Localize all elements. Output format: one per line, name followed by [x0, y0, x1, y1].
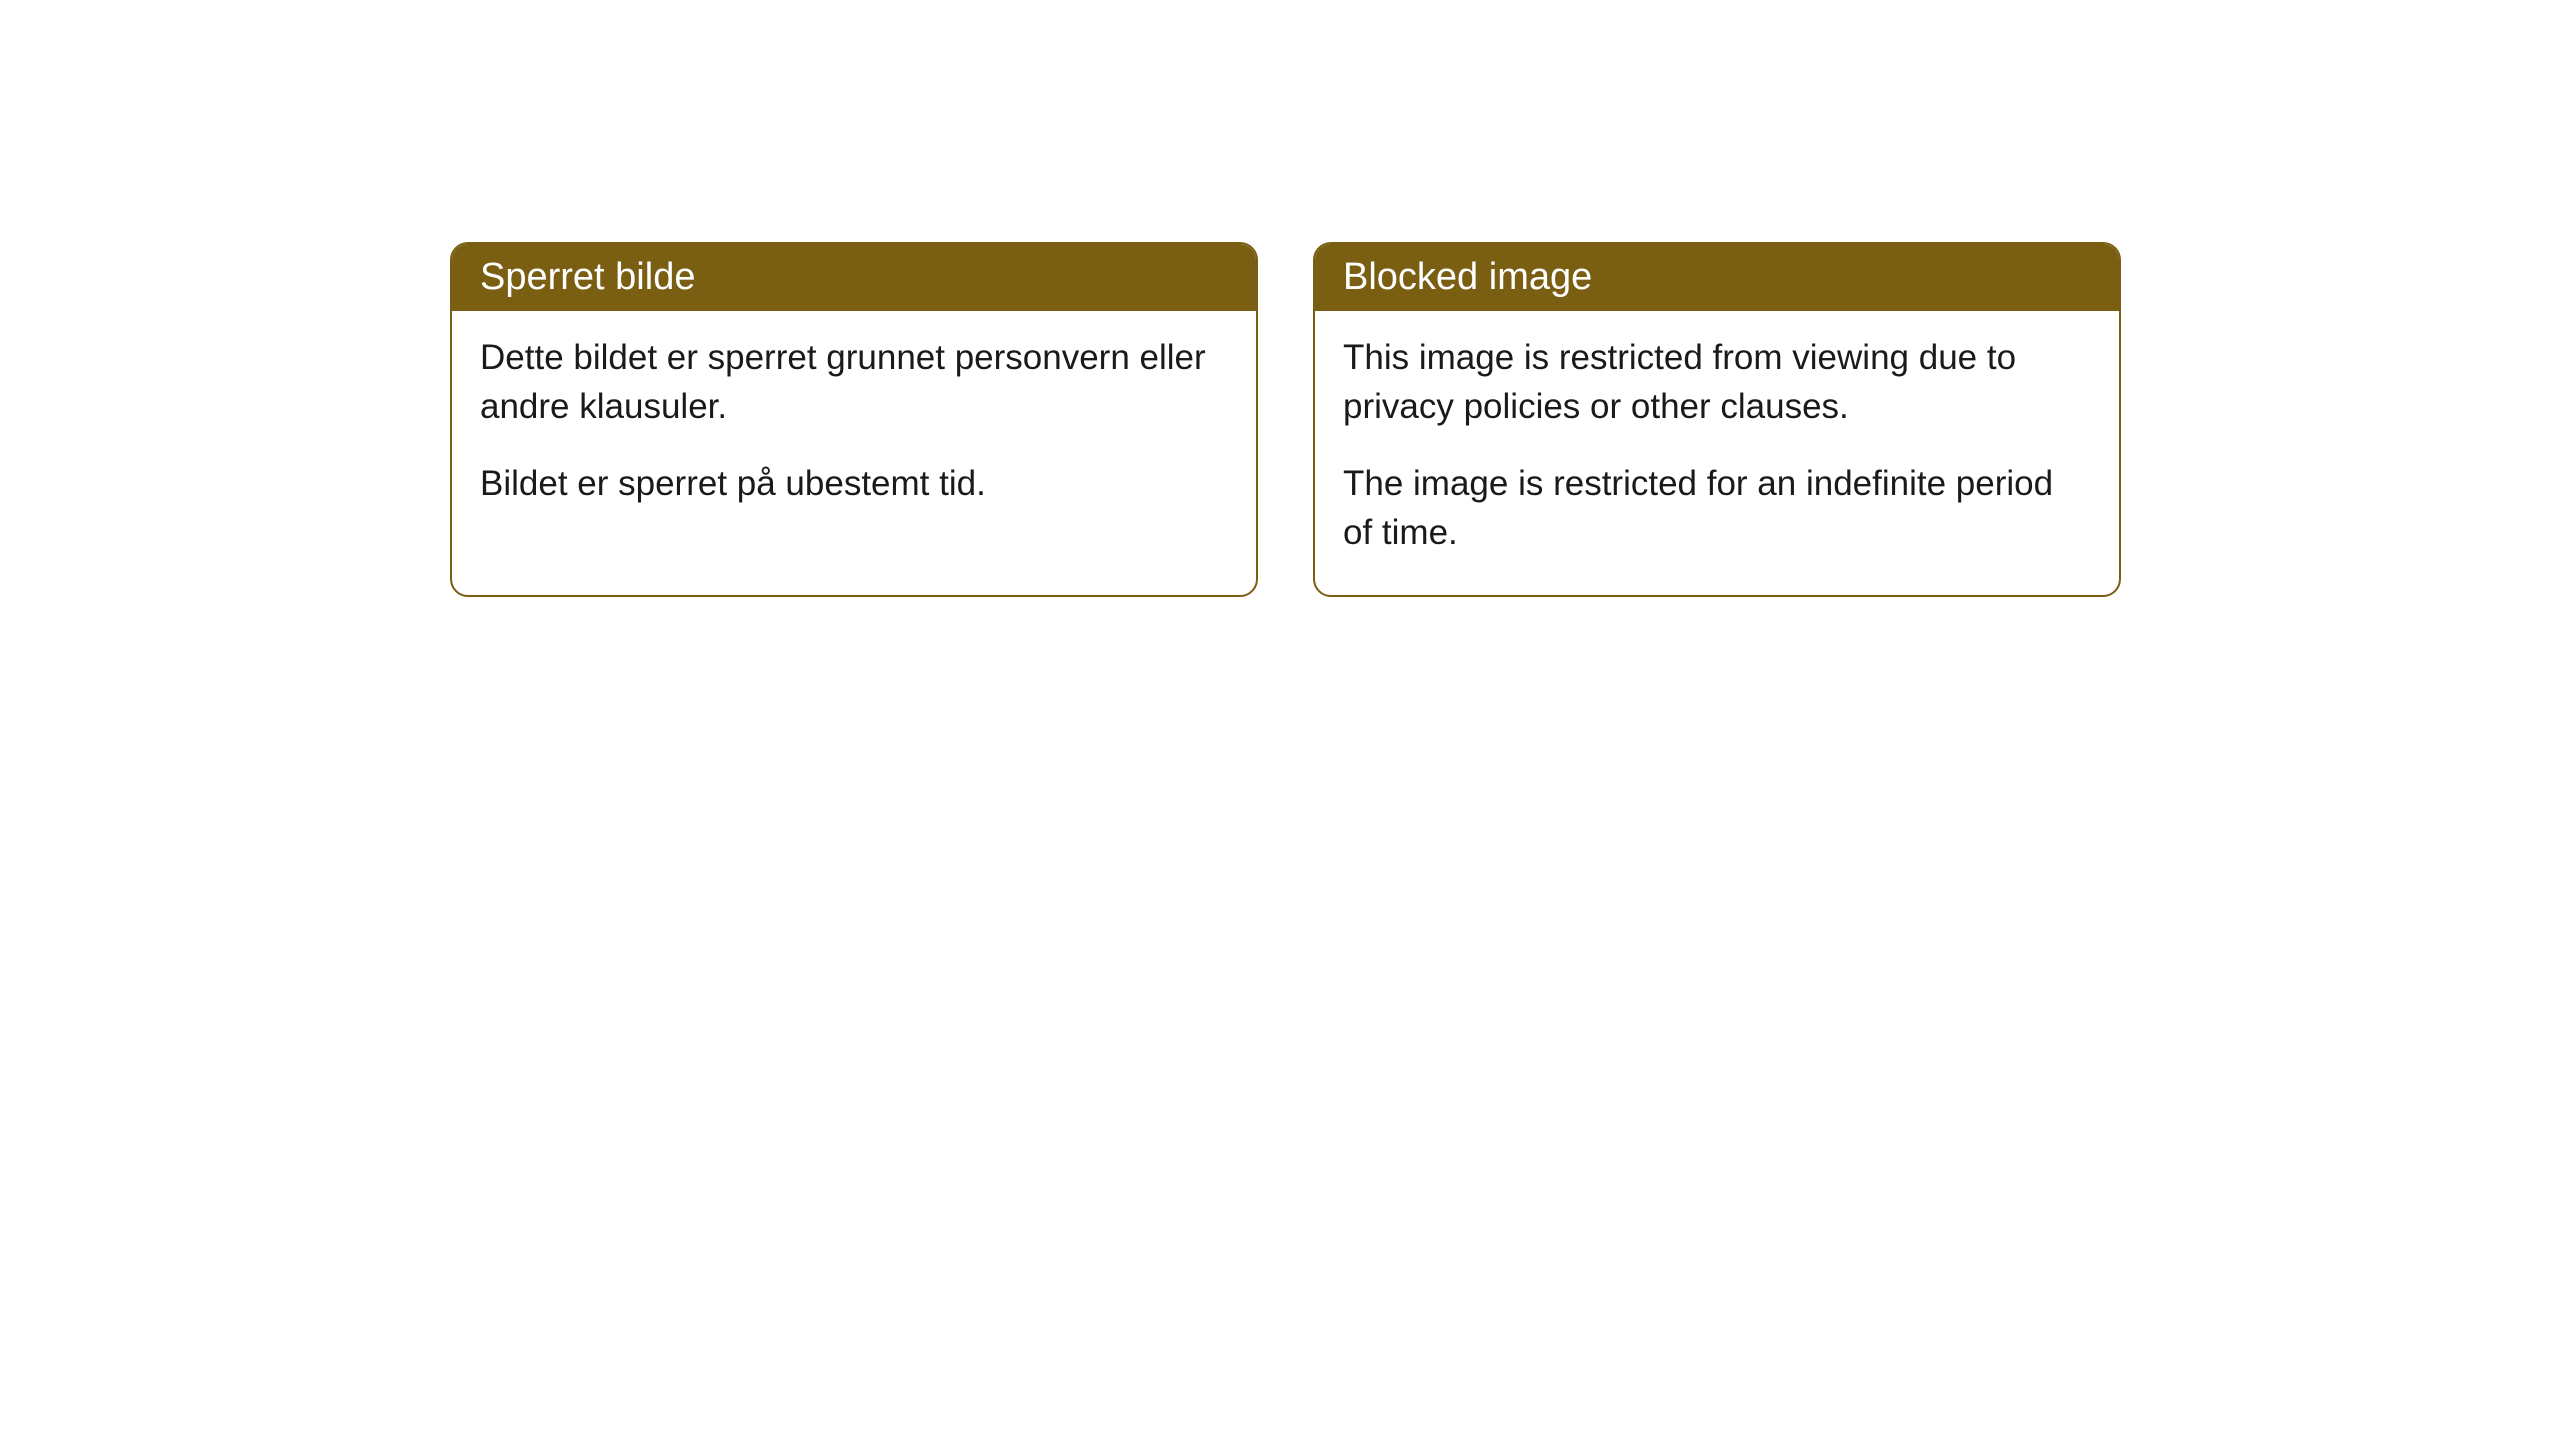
card-header-english: Blocked image [1315, 244, 2119, 311]
card-text-norwegian-1: Dette bildet er sperret grunnet personve… [480, 333, 1228, 431]
card-title-english: Blocked image [1343, 256, 1592, 298]
blocked-image-cards-container: Sperret bilde Dette bildet er sperret gr… [450, 242, 2121, 597]
card-text-norwegian-2: Bildet er sperret på ubestemt tid. [480, 459, 1228, 508]
card-body-english: This image is restricted from viewing du… [1315, 311, 2119, 595]
card-header-norwegian: Sperret bilde [452, 244, 1256, 311]
card-text-english-1: This image is restricted from viewing du… [1343, 333, 2091, 431]
card-title-norwegian: Sperret bilde [480, 256, 695, 298]
blocked-image-card-english: Blocked image This image is restricted f… [1313, 242, 2121, 597]
blocked-image-card-norwegian: Sperret bilde Dette bildet er sperret gr… [450, 242, 1258, 597]
card-body-norwegian: Dette bildet er sperret grunnet personve… [452, 311, 1256, 546]
card-text-english-2: The image is restricted for an indefinit… [1343, 459, 2091, 557]
